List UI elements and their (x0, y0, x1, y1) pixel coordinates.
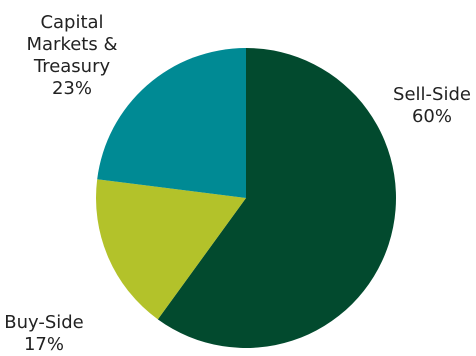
pie-slice-capital-markets-treasury (97, 48, 246, 198)
pie-slice-buy-side (96, 179, 246, 320)
slice-name-label: Treasury (33, 56, 111, 77)
slice-label-capital-markets-treasury: Capital Markets & Treasury 23% (26, 12, 117, 99)
slice-name-label: Sell-Side (393, 84, 471, 105)
slice-name-label: Capital (40, 12, 103, 33)
pie-slice-sell-side (157, 48, 396, 348)
pie-slices (96, 48, 396, 348)
slice-percent-label: 17% (24, 334, 64, 355)
slice-percent-label: 60% (412, 106, 452, 127)
slice-name-label: Buy-Side (4, 312, 84, 333)
pie-labels: Sell-Side 60% Buy-Side 17% Capital Markets & T… (4, 12, 471, 355)
slice-label-sell-side: Sell-Side 60% (393, 84, 471, 127)
slice-label-buy-side: Buy-Side 17% (4, 312, 84, 355)
slice-name-label: Markets & (26, 34, 117, 55)
slice-percent-label: 23% (52, 78, 92, 99)
